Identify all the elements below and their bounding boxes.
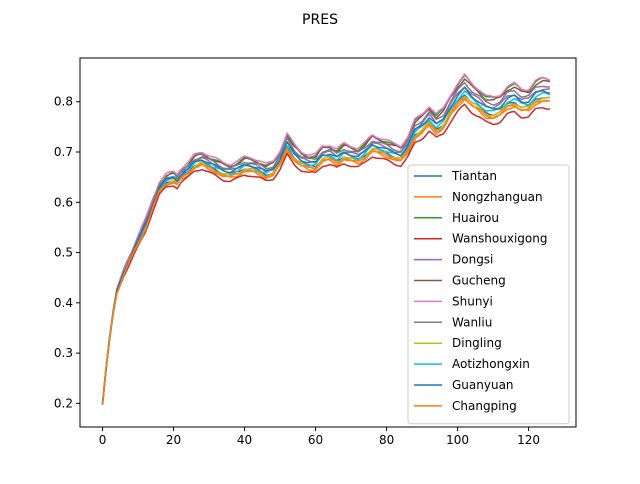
y-axis: 0.2 0.3 0.4 0.5 0.6 0.7 0.8 <box>54 95 80 410</box>
x-axis: 0 20 40 60 80 100 120 <box>99 427 540 447</box>
y-tick-label: 0.8 <box>54 95 73 109</box>
y-tick-label: 0.5 <box>54 246 73 260</box>
legend-label: Guanyuan <box>452 378 514 392</box>
legend-label: Aotizhongxin <box>452 357 530 371</box>
legend-label: Dongsi <box>452 253 493 267</box>
legend-label: Gucheng <box>452 274 506 288</box>
legend-label: Huairou <box>452 211 499 225</box>
legend-label: Wanshouxigong <box>452 232 547 246</box>
series-line-changping <box>101 97 551 404</box>
x-tick-label: 100 <box>446 433 469 447</box>
y-tick-label: 0.7 <box>54 145 73 159</box>
series-layer <box>101 73 551 405</box>
legend-label: Dingling <box>452 336 502 350</box>
x-tick-label: 120 <box>517 433 540 447</box>
series-line-guanyuan <box>101 86 551 405</box>
chart-title: PRES <box>302 12 338 28</box>
x-tick-label: 40 <box>237 433 252 447</box>
legend-box <box>407 164 570 425</box>
axes-frame <box>79 57 577 428</box>
y-tick-label: 0.2 <box>54 396 73 410</box>
y-tick-label: 0.6 <box>54 195 73 209</box>
series-line-wanliu <box>101 81 550 405</box>
legend: Tiantan Nongzhanguan Huairou Wanshouxigong D… <box>407 164 570 425</box>
series-line-wanshouxigong <box>101 103 550 405</box>
y-tick-label: 0.3 <box>54 346 73 360</box>
legend-label: Nongzhanguan <box>452 190 543 204</box>
x-tick-label: 20 <box>166 433 181 447</box>
legend-label: Tiantan <box>451 169 497 183</box>
y-tick-label: 0.4 <box>54 296 73 310</box>
x-tick-label: 0 <box>99 433 107 447</box>
legend-label: Wanliu <box>452 315 492 329</box>
legend-label: Changping <box>452 399 517 413</box>
legend-label: Shunyi <box>452 294 493 308</box>
series-line-shunyi <box>101 73 551 405</box>
x-tick-label: 80 <box>379 433 394 447</box>
x-tick-label: 60 <box>308 433 323 447</box>
series-line-dingling <box>101 95 550 403</box>
